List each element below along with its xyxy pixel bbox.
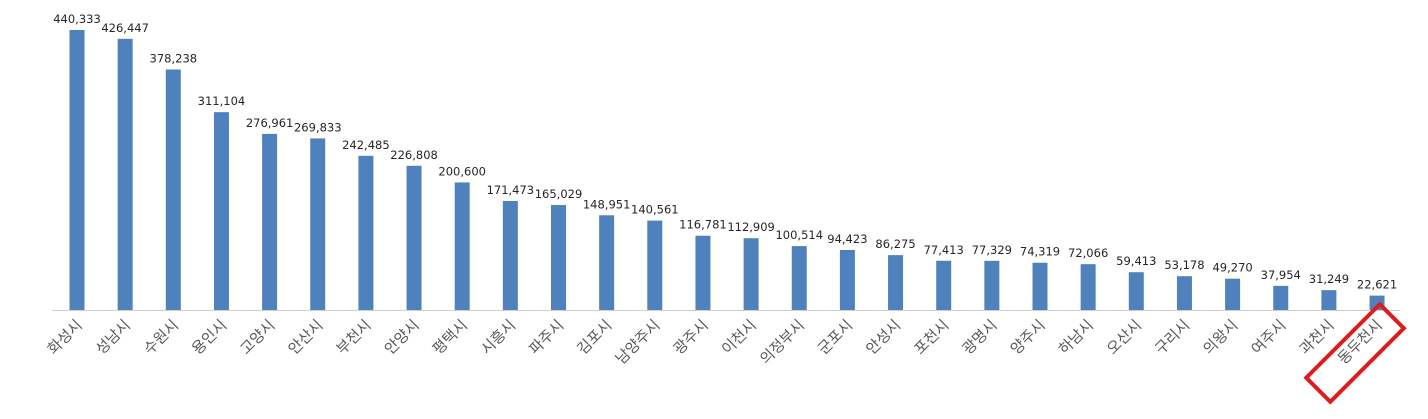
category-label-17: 군포시 (814, 316, 856, 358)
bar-1 (69, 30, 85, 310)
value-label-8: 226,808 (390, 148, 438, 162)
category-label-7: 부천시 (333, 316, 375, 358)
value-label-19: 77,413 (924, 243, 964, 257)
category-label-8: 안양시 (381, 316, 423, 358)
value-label-12: 148,951 (583, 197, 631, 211)
bar-21 (1032, 262, 1048, 310)
highlight-box (1303, 301, 1407, 405)
category-label-22: 하남시 (1055, 316, 1097, 358)
category-label-10: 시흥시 (477, 316, 519, 358)
value-label-16: 100,514 (775, 228, 823, 242)
value-label-4: 311,104 (198, 94, 246, 108)
category-label-12: 김포시 (573, 316, 615, 358)
category-label-1: 화성시 (44, 316, 86, 358)
category-labels-group: 화성시 성남시 수원시 용인시 고양시 안산시 부천시 안양시 평택시 시흥시 파주시 김포시남양주시… (44, 316, 1386, 368)
value-label-17: 94,423 (827, 232, 867, 246)
bar-22 (1080, 264, 1096, 310)
category-label-25: 의왕시 (1199, 316, 1241, 358)
category-label-3: 수원시 (140, 316, 182, 358)
category-label-4: 용인시 (188, 316, 230, 358)
category-label-6: 안산시 (285, 316, 327, 358)
bar-7 (358, 155, 374, 310)
bars-group (69, 30, 1385, 311)
category-label-19: 포천시 (911, 316, 953, 358)
value-label-27: 31,249 (1309, 272, 1349, 286)
bar-17 (839, 249, 855, 310)
bar-3 (165, 69, 181, 311)
bar-14 (695, 235, 711, 310)
category-label-24: 구리시 (1151, 316, 1193, 358)
bar-2 (117, 38, 133, 310)
category-label-13: 남양주시 (612, 316, 664, 368)
value-label-6: 269,833 (294, 120, 342, 134)
bar-5 (262, 133, 278, 310)
value-label-7: 242,485 (342, 138, 390, 152)
value-label-18: 86,275 (875, 237, 915, 251)
category-label-9: 평택시 (429, 316, 471, 358)
value-label-1: 440,333 (53, 12, 101, 26)
bar-11 (551, 205, 566, 310)
value-label-20: 77,329 (972, 243, 1012, 257)
value-label-2: 426,447 (101, 21, 149, 35)
value-label-13: 140,561 (631, 203, 679, 217)
value-label-15: 112,909 (727, 220, 775, 234)
bar-27 (1321, 290, 1337, 310)
category-label-20: 광명시 (959, 316, 1001, 358)
bar-12 (599, 215, 615, 310)
category-label-18: 안성시 (862, 316, 904, 358)
bar-19 (936, 260, 952, 310)
bar-16 (791, 246, 807, 310)
bar-18 (888, 255, 904, 310)
bar-20 (984, 260, 1000, 310)
bar-26 (1273, 285, 1289, 310)
bar-9 (454, 182, 470, 310)
category-label-21: 양주시 (1007, 316, 1049, 358)
bar-6 (310, 138, 326, 310)
category-label-2: 성남시 (92, 316, 134, 358)
category-label-14: 광주시 (670, 316, 712, 358)
value-label-14: 116,781 (679, 218, 727, 232)
bar-23 (1128, 272, 1144, 310)
value-label-25: 49,270 (1212, 261, 1252, 275)
category-label-23: 오산시 (1103, 316, 1145, 358)
value-label-28: 22,621 (1357, 278, 1397, 292)
value-label-26: 37,954 (1261, 268, 1301, 282)
bar-25 (1225, 278, 1241, 310)
value-label-23: 59,413 (1116, 254, 1156, 268)
value-label-22: 72,066 (1068, 246, 1108, 260)
category-label-16: 의정부시 (756, 316, 808, 368)
value-label-10: 171,473 (487, 183, 535, 197)
value-label-21: 74,319 (1020, 245, 1060, 259)
category-label-11: 파주시 (525, 316, 567, 358)
bar-10 (502, 200, 518, 310)
value-label-5: 276,961 (246, 116, 294, 130)
bar-24 (1176, 276, 1192, 310)
bar-4 (213, 112, 229, 311)
value-label-3: 378,238 (150, 51, 198, 65)
category-label-15: 이천시 (718, 316, 760, 358)
bar-13 (647, 220, 663, 310)
value-label-9: 200,600 (438, 164, 486, 178)
bar-8 (406, 165, 422, 310)
category-label-26: 여주시 (1248, 316, 1290, 358)
bar-15 (743, 238, 759, 310)
value-label-11: 165,029 (535, 187, 583, 201)
category-label-5: 고양시 (236, 316, 278, 358)
value-label-24: 53,178 (1164, 258, 1204, 272)
